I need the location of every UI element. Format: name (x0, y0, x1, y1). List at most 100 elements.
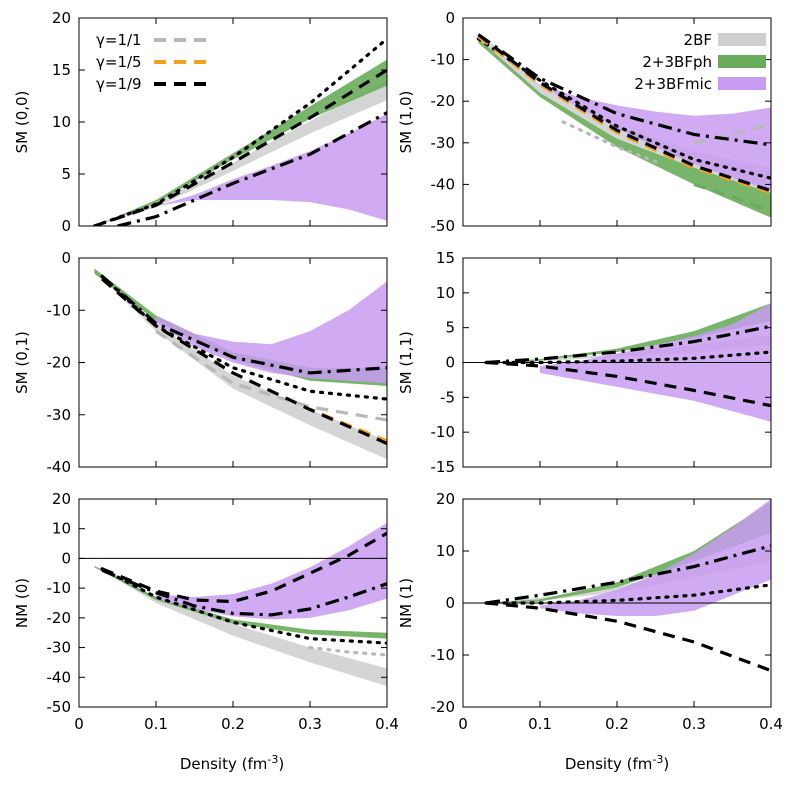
y-axis-label: SM (1,1) (397, 331, 415, 394)
y-tick-label: 0 (445, 594, 455, 612)
legend-band-label-0: 2BF (684, 31, 712, 49)
x-axis-label-right: Density (fm-3) (565, 753, 669, 773)
series-line-dashdot-6 (477, 33, 771, 147)
series-line-dot-3 (100, 274, 387, 401)
x-tick-label: 0 (458, 715, 468, 733)
series-line-dot-3 (476, 37, 771, 180)
series-line-dash-1 (485, 360, 771, 408)
band-2BF (102, 273, 387, 460)
series-line-dash-2 (101, 277, 387, 445)
x-tick-label: 0.1 (144, 715, 168, 733)
y-tick-label: -10 (431, 423, 456, 441)
y-axis-label: SM (1,0) (397, 91, 415, 154)
y-tick-label: 15 (52, 61, 71, 79)
band-2+3BFmic (156, 281, 387, 384)
band-2+3BFmic (156, 522, 387, 620)
band-2+3BFph (94, 565, 387, 639)
series-line-dash-0 (155, 329, 387, 422)
y-tick-label: -50 (431, 217, 456, 235)
x-tick-label: 0 (74, 715, 84, 733)
panel-2: -40 -30 -20 -10 0 SM (0,1) (13, 249, 388, 476)
legend-gamma-label-1: γ=1/5 (96, 53, 142, 71)
series-line-dot-0 (484, 350, 771, 365)
series-line-dashdot-2 (117, 111, 387, 226)
series-line-dash-1 (693, 182, 771, 213)
plot-area (476, 33, 771, 218)
y-tick-label: -20 (47, 354, 72, 372)
plot-area (94, 268, 387, 460)
y-tick-label: 10 (436, 284, 455, 302)
y-tick-label: -5 (440, 388, 455, 406)
y-tick-label: 0 (61, 217, 71, 235)
series-line-dash-0 (693, 122, 771, 145)
legend-band-label-1: 2+3BFph (642, 53, 712, 71)
series-line-dot-0 (484, 583, 771, 605)
x-axis-label-left: Density (fm-3) (180, 753, 284, 773)
x-tick-label: 0.3 (682, 715, 706, 733)
y-tick-label: -30 (47, 639, 72, 657)
legend-band-swatch-2 (718, 77, 766, 90)
x-tick-label: 0.1 (528, 715, 552, 733)
legend-band-swatch-0 (718, 33, 766, 46)
legend-gamma: γ=1/1 γ=1/5 γ=1/9 (96, 31, 209, 93)
y-tick-label: 5 (61, 165, 71, 183)
series-line-dash-1 (93, 68, 387, 226)
x-tick-label: 0.2 (221, 715, 245, 733)
series-line-dashdot-3 (101, 568, 387, 617)
series-line-dashdot-2 (485, 544, 771, 605)
y-tick-label: -30 (431, 134, 456, 152)
y-tick-label: -40 (47, 458, 72, 476)
y-axis-label: NM (1) (397, 578, 415, 628)
x-tick-label: 0.4 (759, 715, 783, 733)
legend-band-swatch-1 (718, 55, 766, 68)
y-tick-label: 10 (52, 113, 71, 131)
legend-band-label-2: 2+3BFmic (634, 75, 712, 93)
y-tick-label: -40 (431, 175, 456, 193)
y-tick-label: -50 (47, 698, 72, 716)
y-tick-label: -10 (47, 301, 72, 319)
y-tick-label: -10 (431, 646, 456, 664)
y-tick-label: 20 (52, 9, 71, 27)
series-line-dot-0 (308, 645, 387, 657)
band-2+3BFmic (540, 84, 771, 191)
x-tick-label: 0.2 (605, 715, 629, 733)
y-tick-label: -40 (47, 668, 72, 686)
panel-3: -15 -10 -5 0 5 10 15 SM (1,1) (397, 249, 772, 476)
series-line-dot-1 (100, 567, 387, 645)
series-line-dash-5 (477, 33, 771, 193)
y-tick-label: 0 (445, 354, 455, 372)
plot-area (92, 37, 387, 226)
series-line-dashdot-4 (101, 275, 387, 375)
y-tick-label: 0 (61, 249, 71, 267)
y-tick-label: -20 (431, 698, 456, 716)
legend-gamma-label-0: γ=1/1 (96, 31, 142, 49)
x-tick-label: 0.3 (298, 715, 322, 733)
y-tick-label: 10 (52, 520, 71, 538)
y-tick-label: -10 (431, 51, 456, 69)
legend-bands: 2BF 2+3BFph 2+3BFmic (634, 31, 766, 93)
series-line-dashdot-2 (485, 324, 771, 365)
legend-gamma-label-2: γ=1/9 (96, 75, 142, 93)
y-tick-label: -20 (431, 92, 456, 110)
plot-area (79, 522, 387, 687)
plot-area (463, 303, 771, 422)
y-tick-label: 20 (436, 490, 455, 508)
y-axis-label: SM (0,1) (13, 331, 31, 394)
y-tick-label: 5 (445, 319, 455, 337)
series-line-dash-4 (477, 35, 771, 195)
y-tick-label: -15 (431, 458, 456, 476)
y-axis-label: SM (0,0) (13, 91, 31, 154)
y-tick-label: -30 (47, 406, 72, 424)
y-tick-label: 0 (445, 9, 455, 27)
y-tick-label: -20 (47, 609, 72, 627)
panel-0: 0 5 10 15 20 SM (0,0) (13, 9, 388, 235)
panel-5: 0 0.1 0.2 0.3 0.4 -20 -10 0 10 20 NM (1) (397, 490, 783, 733)
y-tick-label: 20 (52, 490, 71, 508)
series-line-dash-2 (101, 531, 387, 604)
y-tick-label: -10 (47, 579, 72, 597)
panel-1: -50 -40 -30 -20 -10 0 SM (1,0) (397, 9, 772, 235)
y-tick-label: 0 (61, 549, 71, 567)
y-tick-label: 15 (436, 249, 455, 267)
band-2+3BFmic (540, 499, 771, 616)
